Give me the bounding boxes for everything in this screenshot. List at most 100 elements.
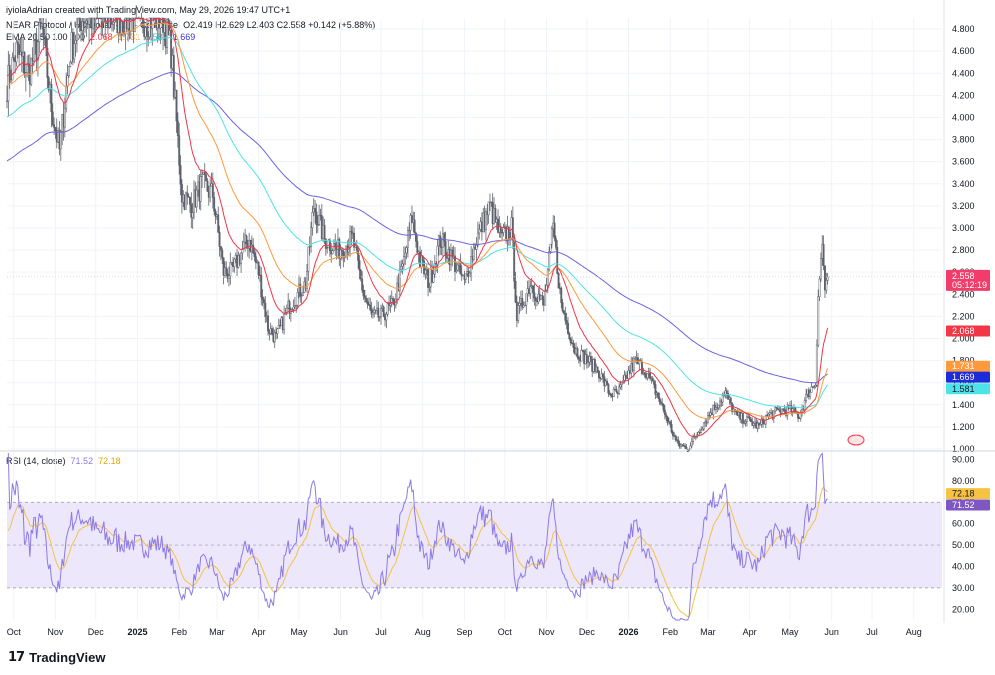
rsi-tick-label: 30.00	[952, 583, 975, 593]
price-tick-label: 2.400	[952, 289, 975, 299]
rsi-legend-label[interactable]: RSI (14, close)	[6, 456, 66, 466]
candle-body	[501, 232, 504, 234]
candle-body	[662, 404, 665, 411]
candle-body	[700, 429, 703, 433]
candle-body	[748, 416, 751, 420]
candle-body	[560, 287, 563, 303]
candle-body	[818, 278, 821, 297]
candle-body	[186, 192, 189, 197]
candle-body	[178, 135, 181, 166]
candle-body	[745, 416, 748, 422]
candle-body	[548, 251, 551, 271]
candle-body	[222, 257, 225, 276]
candle-body	[32, 40, 35, 62]
candle-body	[428, 286, 431, 289]
candle-body	[794, 407, 797, 413]
candle-body	[565, 320, 568, 324]
candle-body	[706, 414, 709, 423]
candle-body	[659, 401, 662, 404]
candle-body	[593, 359, 596, 372]
candle-body	[666, 416, 669, 424]
candle-body	[499, 226, 502, 233]
candle-body	[632, 358, 635, 371]
candle-body	[47, 77, 50, 91]
candle-body	[750, 418, 752, 422]
candle-body	[369, 304, 372, 311]
candle-body	[791, 408, 794, 413]
ema20-value: 2.068	[90, 32, 113, 42]
ohlc-values: O2.419 H2.629 L2.403 C2.558 +0.142 (+5.8…	[183, 20, 376, 30]
candle-body	[261, 296, 264, 300]
candle-body	[353, 232, 356, 248]
price-tick-label: 4.400	[952, 68, 975, 78]
rsi-tick-label: 40.00	[952, 561, 975, 571]
price-tick-label: 1.800	[952, 356, 975, 366]
candle-body	[187, 195, 190, 198]
candle-body	[310, 227, 312, 247]
candle-body	[657, 392, 660, 398]
price-tick-label: 4.800	[952, 24, 975, 34]
candle-body	[702, 422, 705, 430]
candle-body	[712, 404, 715, 415]
candle-body	[494, 208, 497, 223]
ema200-line	[6, 71, 828, 384]
candle-body	[121, 21, 124, 32]
candle-body	[797, 412, 800, 419]
candle-body	[276, 328, 279, 334]
ema50-value: 1.731	[117, 32, 141, 42]
candle-body	[455, 269, 458, 272]
candle-body	[623, 374, 626, 381]
candle-body	[175, 89, 178, 122]
candle-body	[556, 247, 559, 274]
candle-body	[326, 247, 329, 249]
candle-body	[686, 450, 689, 452]
ema50-badge: 1.731	[952, 361, 975, 371]
candle-body	[589, 356, 592, 360]
candle-body	[273, 332, 276, 342]
candle-body	[16, 41, 19, 45]
candle-body	[295, 304, 298, 307]
candle-body	[692, 436, 695, 442]
candle-body	[653, 380, 656, 385]
last-price-badge-bg	[946, 269, 990, 291]
candle-body	[654, 384, 657, 395]
candle-body	[38, 22, 41, 43]
candle-body	[382, 306, 385, 317]
candle-body	[767, 413, 770, 416]
candle-body	[568, 333, 571, 340]
candle-body	[406, 230, 409, 248]
candle-body	[392, 298, 395, 301]
candle-body	[701, 428, 704, 431]
candle-body	[50, 84, 53, 112]
candle-body	[314, 208, 317, 213]
candle-body	[69, 61, 72, 67]
ema50-badge-bg	[946, 360, 990, 372]
candle-body	[74, 40, 77, 44]
candle-body	[179, 165, 182, 185]
candle-body	[651, 378, 654, 382]
candle-body	[549, 243, 552, 252]
candle-body	[205, 174, 208, 182]
candle-body	[404, 252, 407, 257]
candle-body	[15, 41, 18, 63]
candle-body	[576, 348, 579, 358]
rsi-value: 71.52	[70, 456, 94, 466]
candle-body	[159, 22, 162, 29]
rsi-ma-line	[7, 486, 828, 618]
price-tick-label: 3.200	[952, 201, 975, 211]
candle-body	[459, 262, 462, 275]
candle-body	[721, 395, 724, 403]
candle-body	[67, 66, 70, 76]
candle-body	[825, 280, 828, 291]
candle-body	[432, 273, 435, 283]
candle-body	[252, 244, 255, 254]
tradingview-logo-icon: 17	[8, 650, 25, 665]
candle-body	[451, 249, 454, 258]
candle-body	[285, 307, 288, 314]
candle-body	[518, 303, 521, 306]
x-tick-label: Apr	[743, 627, 757, 637]
candle-body	[511, 217, 514, 241]
candle-body	[51, 111, 54, 125]
rsi-tick-label: 80.00	[952, 476, 975, 486]
